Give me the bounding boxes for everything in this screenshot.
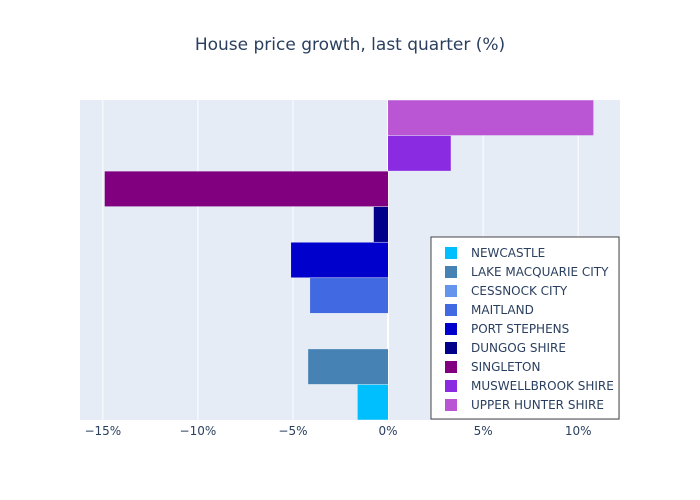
bar-singleton[interactable] bbox=[104, 171, 389, 207]
legend-item[interactable]: SINGLETON bbox=[445, 360, 540, 374]
bar-muswellbrook-shire[interactable] bbox=[388, 135, 451, 171]
legend-swatch bbox=[445, 342, 457, 354]
legend[interactable]: NEWCASTLE LAKE MACQUARIE CITY CESSNOCK CIT… bbox=[430, 236, 620, 420]
x-tick-label: 5% bbox=[474, 424, 493, 438]
legend-item[interactable]: UPPER HUNTER SHIRE bbox=[445, 398, 604, 412]
legend-item[interactable]: MAITLAND bbox=[445, 303, 534, 317]
legend-item[interactable]: MUSWELLBROOK SHIRE bbox=[445, 379, 614, 393]
bar-upper-hunter-shire[interactable] bbox=[388, 100, 594, 136]
legend-swatch bbox=[445, 361, 457, 373]
legend-swatch bbox=[445, 380, 457, 392]
bar-maitland[interactable] bbox=[310, 278, 389, 314]
legend-swatch bbox=[445, 323, 457, 335]
x-tick-label: 0% bbox=[379, 424, 398, 438]
legend-item[interactable]: CESSNOCK CITY bbox=[445, 284, 568, 298]
legend-box bbox=[430, 236, 620, 420]
bar-port-stephens[interactable] bbox=[291, 242, 389, 278]
legend-swatch bbox=[445, 399, 457, 411]
legend-swatch bbox=[445, 304, 457, 316]
legend-swatch bbox=[445, 285, 457, 297]
chart-title: House price growth, last quarter (%) bbox=[195, 35, 505, 55]
legend-item[interactable]: PORT STEPHENS bbox=[445, 322, 569, 336]
legend-swatch bbox=[445, 266, 457, 278]
legend-item[interactable]: LAKE MACQUARIE CITY bbox=[445, 265, 609, 279]
x-tick-label: −10% bbox=[180, 424, 217, 438]
bar-newcastle[interactable] bbox=[357, 384, 389, 420]
legend-label: NEWCASTLE bbox=[471, 246, 545, 260]
legend-label: DUNGOG SHIRE bbox=[471, 341, 566, 355]
legend-swatch bbox=[445, 247, 457, 259]
legend-item[interactable]: NEWCASTLE bbox=[445, 246, 545, 260]
legend-item[interactable]: DUNGOG SHIRE bbox=[445, 341, 566, 355]
legend-label: MAITLAND bbox=[471, 303, 534, 317]
bars bbox=[104, 100, 594, 420]
x-tick-label: −5% bbox=[278, 424, 307, 438]
x-tick-label: 10% bbox=[565, 424, 592, 438]
x-tick-label: −15% bbox=[84, 424, 121, 438]
legend-label: PORT STEPHENS bbox=[471, 322, 569, 336]
legend-label: LAKE MACQUARIE CITY bbox=[471, 265, 609, 279]
legend-label: SINGLETON bbox=[471, 360, 540, 374]
legend-label: MUSWELLBROOK SHIRE bbox=[471, 379, 614, 393]
x-axis: −15% −10% −5% 0% 5% 10% bbox=[84, 424, 591, 438]
legend-label: CESSNOCK CITY bbox=[471, 284, 568, 298]
legend-label: UPPER HUNTER SHIRE bbox=[471, 398, 604, 412]
bar-dungog-shire[interactable] bbox=[373, 206, 389, 242]
bar-lake-macquarie-city[interactable] bbox=[308, 349, 389, 385]
